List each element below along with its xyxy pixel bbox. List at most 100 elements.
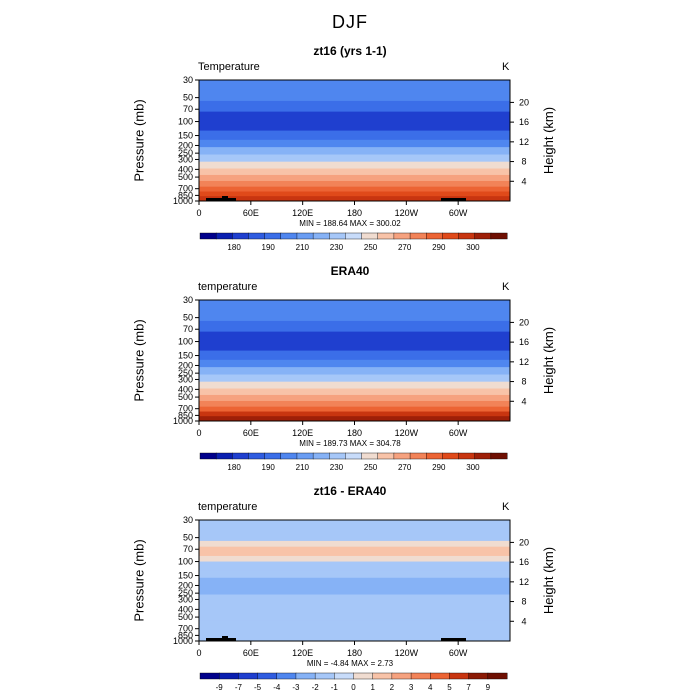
x-tick-label: 120E: [292, 648, 313, 658]
y-right-tick-label: 16: [519, 557, 529, 567]
y-right-tick-label: 20: [519, 537, 529, 547]
x-tick-label: 120W: [395, 208, 419, 218]
y-tick-label: 1000: [173, 636, 193, 646]
colorbar-swatch: [474, 452, 492, 460]
colorbar-swatch: [487, 672, 508, 680]
y-tick-label: 200: [178, 140, 193, 150]
y-tick-label: 70: [183, 324, 193, 334]
colorbar-label: 250: [364, 463, 378, 472]
y-tick-label: 1000: [173, 196, 193, 206]
contour-band: [199, 381, 510, 390]
colorbar-swatch: [490, 232, 508, 240]
colorbar-swatch: [248, 452, 266, 460]
contour-band: [199, 411, 510, 417]
colorbar-swatch: [295, 672, 316, 680]
panel2-title: ERA40: [330, 264, 370, 278]
colorbar-swatch: [377, 452, 395, 460]
contour-field: [199, 520, 510, 642]
colorbar-swatch: [264, 232, 282, 240]
colorbar-label: 7: [466, 683, 471, 692]
colorbar-swatch: [280, 452, 298, 460]
panel1-variable-label: Temperature: [198, 61, 260, 73]
y-tick-label: 150: [178, 351, 193, 361]
colorbar-swatch: [296, 232, 314, 240]
contour-band: [199, 196, 510, 202]
colorbar-swatch: [361, 232, 379, 240]
contour-band: [199, 400, 510, 408]
panel1-colorbar: 180 190 210 230 250 270 290 300: [199, 232, 508, 252]
x-tick-label: 60W: [449, 208, 468, 218]
y-right-tick-label: 4: [521, 396, 526, 406]
panel2-units-label: K: [502, 281, 510, 293]
colorbar-label: 180: [227, 463, 241, 472]
colorbar-swatch: [353, 672, 374, 680]
colorbar-label: -1: [331, 683, 339, 692]
colorbar-label: 250: [364, 243, 378, 252]
topography: [206, 638, 236, 641]
panel3-colorbar: -9 -7 -5 -4 -3 -2 -1 0 1 2 3 4 5 7 9: [199, 672, 508, 692]
colorbar-swatch: [361, 452, 379, 460]
contour-band: [199, 359, 510, 368]
y-right-tick-label: 12: [519, 357, 529, 367]
colorbar-swatch: [345, 452, 363, 460]
x-tick-label: 120W: [395, 648, 419, 658]
contour-band: [199, 594, 510, 609]
colorbar-swatch: [264, 452, 282, 460]
colorbar-swatch: [430, 672, 450, 680]
x-tick-label: 0: [196, 428, 201, 438]
y-tick-label: 400: [178, 164, 193, 174]
x-tick-label: 60W: [449, 428, 468, 438]
contour-band: [199, 168, 510, 176]
topography: [441, 638, 466, 641]
colorbar-label: 300: [466, 463, 480, 472]
panel2-stats: MIN = 189.73 MAX = 304.78: [299, 439, 401, 448]
contour-band: [199, 111, 510, 132]
contour-band: [199, 186, 510, 193]
colorbar-swatch: [377, 232, 395, 240]
colorbar-swatch: [232, 452, 249, 460]
y-tick-label: 500: [178, 392, 193, 402]
x-tick-label: 180: [347, 648, 362, 658]
topography: [206, 198, 236, 201]
contour-band: [199, 540, 510, 548]
colorbar-swatch: [426, 452, 443, 460]
y-right-tick-label: 12: [519, 137, 529, 147]
x-tick-label: 120E: [292, 208, 313, 218]
y-tick-label: 250: [178, 148, 193, 158]
colorbar-label: 4: [428, 683, 433, 692]
y-tick-label: 100: [178, 557, 193, 567]
contour-band: [199, 161, 510, 170]
contour-band: [199, 89, 510, 102]
colorbar-swatch: [276, 672, 297, 680]
page-title: DJF: [332, 12, 368, 32]
y-tick-label: 500: [178, 612, 193, 622]
y-tick-label: 300: [178, 154, 193, 164]
colorbar-swatch: [257, 672, 278, 680]
colorbar-label: 1: [370, 683, 375, 692]
colorbar-swatch: [312, 232, 330, 240]
contour-band: [199, 174, 510, 182]
y-tick-label: 300: [178, 594, 193, 604]
x-tick-label: 180: [347, 428, 362, 438]
panel1-units-label: K: [502, 61, 510, 73]
contour-band: [199, 406, 510, 413]
colorbar-swatch: [280, 232, 298, 240]
x-tick-label: 60E: [243, 648, 259, 658]
panel3-plot: 3050701001502002503004005007008501000481…: [173, 515, 529, 658]
y-tick-label: 150: [178, 131, 193, 141]
contour-band: [199, 191, 510, 197]
contour-field: [199, 80, 510, 202]
panel1-plot: 3050701001502002503004005007008501000481…: [173, 75, 529, 218]
contour-band: [199, 388, 510, 396]
y-tick-label: 150: [178, 571, 193, 581]
colorbar-label: 210: [296, 463, 310, 472]
colorbar-swatch: [490, 452, 508, 460]
y-tick-label: 300: [178, 374, 193, 384]
colorbar-swatch: [199, 232, 217, 240]
colorbar-swatch: [296, 452, 314, 460]
contour-band: [199, 300, 510, 311]
topography: [441, 198, 466, 201]
contour-band: [199, 309, 510, 322]
contour-band: [199, 374, 510, 383]
y-tick-label: 700: [178, 624, 193, 634]
